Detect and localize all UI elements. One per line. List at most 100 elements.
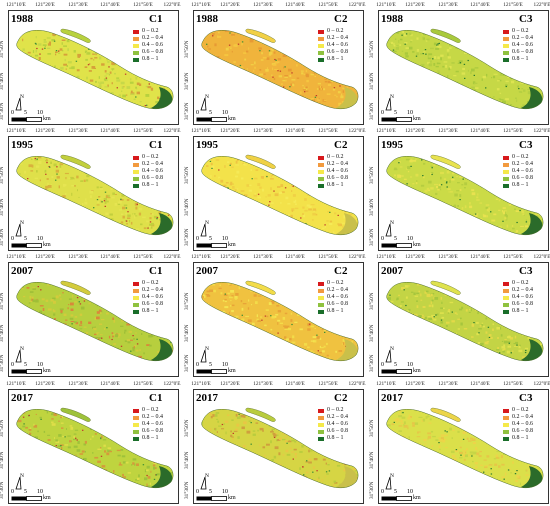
pixel-patch xyxy=(133,346,135,349)
pixel-patch xyxy=(475,44,479,47)
pixel-patch xyxy=(113,307,116,310)
pixel-patch xyxy=(120,221,124,224)
pixel-patch xyxy=(477,342,481,345)
legend-swatch xyxy=(503,43,509,48)
pixel-patch xyxy=(37,347,40,351)
pixel-patch xyxy=(465,357,469,359)
legend-swatch xyxy=(503,288,509,293)
pixel-patch xyxy=(71,30,76,31)
pixel-patch xyxy=(361,56,363,59)
pixel-speck xyxy=(459,199,461,201)
pixel-patch xyxy=(215,111,217,114)
pixel-patch xyxy=(230,210,233,212)
pixel-patch xyxy=(155,315,160,318)
pixel-patch xyxy=(133,449,138,451)
pixel-patch xyxy=(266,67,268,70)
pixel-patch xyxy=(91,235,94,237)
pixel-patch xyxy=(58,229,62,231)
pixel-patch xyxy=(386,176,388,178)
pixel-patch xyxy=(38,161,42,164)
pixel-patch xyxy=(422,107,424,109)
pixel-patch xyxy=(69,406,72,408)
pixel-patch xyxy=(203,198,205,200)
pixel-speck xyxy=(135,96,137,98)
pixel-patch xyxy=(358,312,361,313)
pixel-patch xyxy=(408,93,412,95)
pixel-patch xyxy=(247,100,252,103)
pixel-patch xyxy=(91,111,94,112)
pixel-speck xyxy=(291,72,293,74)
pixel-patch xyxy=(212,199,216,202)
pixel-patch xyxy=(120,291,124,294)
pixel-patch xyxy=(28,358,33,360)
scale-bar xyxy=(381,243,412,248)
pixel-speck xyxy=(177,355,178,356)
pixel-patch xyxy=(268,355,272,358)
pixel-patch xyxy=(404,222,409,224)
pixel-patch xyxy=(502,350,505,353)
pixel-patch xyxy=(173,30,176,31)
pixel-patch xyxy=(94,57,98,59)
pixel-patch xyxy=(453,237,456,239)
pixel-patch xyxy=(489,336,493,339)
pixel-patch xyxy=(131,109,133,111)
pixel-patch xyxy=(200,277,203,278)
pixel-patch xyxy=(102,230,105,233)
pixel-patch xyxy=(438,337,443,339)
pixel-patch xyxy=(115,35,117,38)
pixel-patch xyxy=(210,175,212,178)
pixel-patch xyxy=(41,298,45,301)
pixel-speck xyxy=(250,108,252,109)
pixel-patch xyxy=(342,87,345,90)
pixel-patch xyxy=(410,81,413,84)
pixel-patch xyxy=(516,361,519,363)
pixel-patch xyxy=(434,183,438,186)
pixel-patch xyxy=(449,358,453,361)
pixel-patch xyxy=(496,349,500,351)
pixel-patch xyxy=(108,472,110,475)
pixel-patch xyxy=(403,152,404,154)
pixel-speck xyxy=(159,69,161,71)
pixel-patch xyxy=(224,80,227,83)
pixel-patch xyxy=(459,189,462,191)
pixel-patch xyxy=(440,297,442,300)
pixel-patch xyxy=(244,106,248,108)
pixel-patch xyxy=(486,208,490,212)
scale-tick-label: 5 xyxy=(394,236,397,242)
pixel-patch xyxy=(512,227,515,230)
legend-item: 0.2 – 0.4 xyxy=(133,161,163,168)
pixel-speck xyxy=(224,293,226,295)
scale-bar xyxy=(196,243,227,248)
pixel-patch xyxy=(69,67,73,69)
pixel-patch xyxy=(93,363,96,364)
pixel-patch xyxy=(128,321,133,324)
pixel-patch xyxy=(519,199,522,202)
pixel-patch xyxy=(212,231,214,234)
pixel-patch xyxy=(79,324,83,326)
pixel-patch xyxy=(74,315,78,318)
pixel-patch xyxy=(68,298,72,300)
pixel-patch xyxy=(234,44,238,47)
pixel-patch xyxy=(305,313,309,317)
pixel-patch xyxy=(224,30,229,33)
pixel-patch xyxy=(438,104,440,106)
pixel-patch xyxy=(460,322,463,326)
pixel-patch xyxy=(435,330,437,333)
pixel-patch xyxy=(216,56,220,59)
pixel-patch xyxy=(358,38,362,39)
pixel-patch xyxy=(505,84,508,87)
pixel-patch xyxy=(276,95,279,98)
pixel-speck xyxy=(229,32,231,34)
pixel-patch xyxy=(272,92,276,94)
pixel-speck xyxy=(49,166,51,168)
pixel-patch xyxy=(198,193,199,195)
pixel-patch xyxy=(159,151,160,153)
pixel-patch xyxy=(112,335,114,338)
pixel-patch xyxy=(392,59,394,62)
pixel-patch xyxy=(503,340,508,344)
pixel-patch xyxy=(427,73,432,76)
legend-item: 0.4 – 0.6 xyxy=(133,42,163,49)
pixel-patch xyxy=(256,318,259,322)
pixel-speck xyxy=(323,232,325,234)
pixel-patch xyxy=(230,299,232,302)
